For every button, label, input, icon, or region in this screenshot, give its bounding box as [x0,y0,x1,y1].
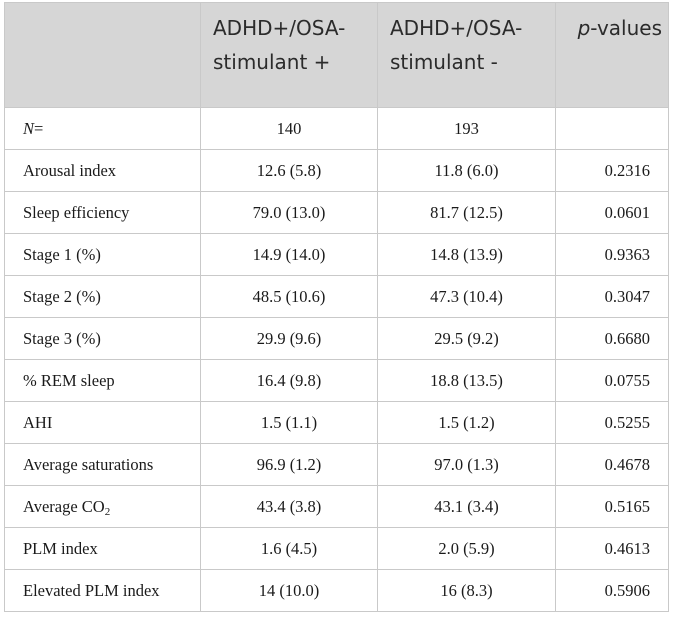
cell-stimulant-plus: 29.9 (9.6) [200,317,378,360]
row-label: Average saturations [4,443,201,486]
table-row-n: N= 140 193 [4,107,669,150]
cell-stimulant-minus: 47.3 (10.4) [377,275,556,318]
cell-stimulant-minus: 11.8 (6.0) [377,149,556,192]
cell-stimulant-minus: 2.0 (5.9) [377,527,556,570]
table-header: ADHD+/OSA- stimulant + ADHD+/OSA- stimul… [4,2,669,108]
cell-stimulant-plus: 12.6 (5.8) [200,149,378,192]
header-empty-cell [4,2,201,108]
cell-stimulant-minus: 43.1 (3.4) [377,485,556,528]
row-label: Arousal index [4,149,201,192]
cell-p-value: 0.4678 [555,443,669,486]
row-label: Stage 3 (%) [4,317,201,360]
header-stimulant-plus-line1: ADHD+/OSA- [213,16,346,40]
cell-stimulant-minus: 81.7 (12.5) [377,191,556,234]
results-table: ADHD+/OSA- stimulant + ADHD+/OSA- stimul… [4,2,669,612]
header-p-letter: p [577,16,591,40]
cell-p-value: 0.0755 [555,359,669,402]
header-stimulant-plus-line2: stimulant + [213,50,331,74]
cell-p-value: 0.5165 [555,485,669,528]
table-row: Stage 2 (%) 48.5 (10.6) 47.3 (10.4) 0.3047 [4,275,669,318]
cell-stimulant-minus: 193 [377,107,556,150]
header-stimulant-minus-line1: ADHD+/OSA- [390,16,523,40]
cell-p-value: 0.5255 [555,401,669,444]
table-row: Average saturations 96.9 (1.2) 97.0 (1.3) 0… [4,443,669,486]
row-label-text: Stage 2 (%) [23,286,101,306]
row-label-text: Stage 3 (%) [23,328,101,348]
cell-p-value: 0.4613 [555,527,669,570]
row-label-text: PLM index [23,538,98,558]
row-label-text: AHI [23,412,53,432]
cell-stimulant-plus: 140 [200,107,378,150]
row-label: Stage 1 (%) [4,233,201,276]
table-row: Arousal index 12.6 (5.8) 11.8 (6.0) 0.2316 [4,149,669,192]
row-label-text: Arousal index [23,160,117,180]
header-p-values: p-values [555,2,669,108]
table-row: % REM sleep 16.4 (9.8) 18.8 (13.5) 0.0755 [4,359,669,402]
cell-p-value: 0.9363 [555,233,669,276]
header-stimulant-minus-line2: stimulant - [390,50,498,74]
cell-stimulant-minus: 1.5 (1.2) [377,401,556,444]
table-row: PLM index 1.6 (4.5) 2.0 (5.9) 0.4613 [4,527,669,570]
cell-p-value: 0.2316 [555,149,669,192]
cell-p-value: 0.0601 [555,191,669,234]
cell-stimulant-plus: 48.5 (10.6) [200,275,378,318]
header-stimulant-minus: ADHD+/OSA- stimulant - [377,2,556,108]
cell-stimulant-minus: 18.8 (13.5) [377,359,556,402]
cell-stimulant-plus: 96.9 (1.2) [200,443,378,486]
table-row: Average CO2 43.4 (3.8) 43.1 (3.4) 0.5165 [4,485,669,528]
cell-stimulant-minus: 14.8 (13.9) [377,233,556,276]
cell-p-value: 0.6680 [555,317,669,360]
cell-stimulant-minus: 16 (8.3) [377,569,556,612]
header-stimulant-plus: ADHD+/OSA- stimulant + [200,2,378,108]
row-label-text: Sleep efficiency [23,202,130,222]
table-body: N= 140 193 Arousal index 12.6 (5.8) 11.8 (… [4,107,669,612]
n-symbol: N [23,118,35,138]
table-row: Elevated PLM index 14 (10.0) 16 (8.3) 0.590… [4,569,669,612]
header-p-rest: -values [590,16,662,40]
row-label-text: Elevated PLM index [23,580,160,600]
table-row: Sleep efficiency 79.0 (13.0) 81.7 (12.5) 0.… [4,191,669,234]
row-label: Average CO2 [4,485,201,528]
table-row: AHI 1.5 (1.1) 1.5 (1.2) 0.5255 [4,401,669,444]
cell-stimulant-minus: 29.5 (9.2) [377,317,556,360]
row-label-text: Stage 1 (%) [23,244,101,264]
cell-p-value: 0.5906 [555,569,669,612]
cell-stimulant-plus: 14.9 (14.0) [200,233,378,276]
row-label: % REM sleep [4,359,201,402]
n-equals: = [34,118,44,138]
row-label: Elevated PLM index [4,569,201,612]
cell-stimulant-plus: 14 (10.0) [200,569,378,612]
cell-stimulant-plus: 79.0 (13.0) [200,191,378,234]
row-label-subscript: 2 [104,505,111,518]
row-label-text: Average CO [23,496,105,516]
row-label: Sleep efficiency [4,191,201,234]
row-label: PLM index [4,527,201,570]
cell-stimulant-plus: 1.5 (1.1) [200,401,378,444]
cell-stimulant-plus: 16.4 (9.8) [200,359,378,402]
row-label: N= [4,107,201,150]
cell-p-value: 0.3047 [555,275,669,318]
header-row: ADHD+/OSA- stimulant + ADHD+/OSA- stimul… [4,2,669,108]
row-label-text: % REM sleep [23,370,115,390]
row-label-text: Average saturations [23,454,154,474]
cell-p-value [555,107,669,150]
row-label: AHI [4,401,201,444]
row-label: Stage 2 (%) [4,275,201,318]
cell-stimulant-minus: 97.0 (1.3) [377,443,556,486]
cell-stimulant-plus: 1.6 (4.5) [200,527,378,570]
table-row: Stage 1 (%) 14.9 (14.0) 14.8 (13.9) 0.9363 [4,233,669,276]
table-row: Stage 3 (%) 29.9 (9.6) 29.5 (9.2) 0.6680 [4,317,669,360]
cell-stimulant-plus: 43.4 (3.8) [200,485,378,528]
